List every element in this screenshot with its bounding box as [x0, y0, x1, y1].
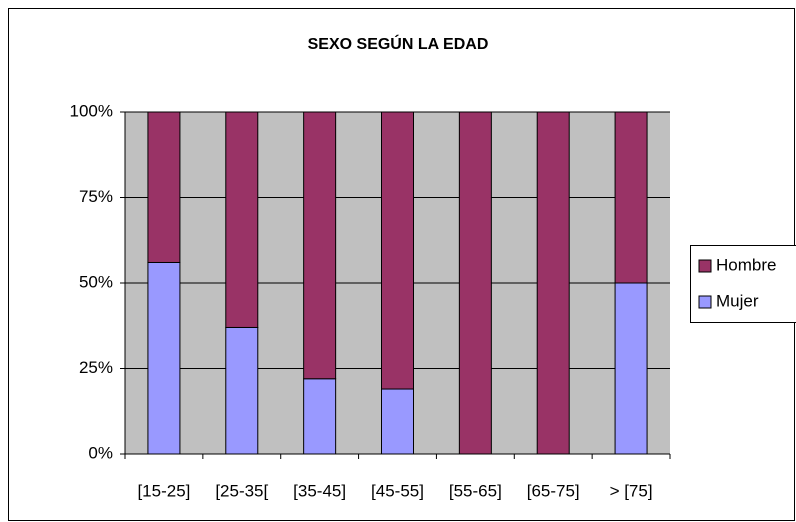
- x-tick-label: > [75]: [610, 481, 653, 500]
- legend-swatch: [698, 295, 712, 309]
- bar-segment: [303, 111, 337, 380]
- y-tick-label: 75%: [79, 187, 113, 206]
- legend-box: [690, 245, 796, 323]
- bar-segment: [225, 326, 259, 455]
- x-tick-label: [45-55]: [371, 481, 424, 500]
- x-tick-label: [25-35[: [215, 481, 268, 500]
- x-tick-label: [35-45]: [293, 481, 346, 500]
- legend-label: Mujer: [716, 291, 759, 310]
- y-tick-label: 25%: [79, 358, 113, 377]
- bar-segment: [303, 378, 337, 455]
- bar-segment: [147, 261, 181, 455]
- legend-swatch: [698, 259, 712, 273]
- x-tick-label: [65-75]: [527, 481, 580, 500]
- y-tick-label: 50%: [79, 272, 113, 291]
- bar-segment: [614, 282, 648, 455]
- y-tick-label: 100%: [70, 101, 113, 120]
- bar-segment: [225, 111, 259, 328]
- y-tick-label: 0%: [88, 443, 113, 462]
- x-tick-label: [55-65]: [449, 481, 502, 500]
- legend-label: Hombre: [716, 255, 776, 274]
- x-tick-label: [15-25]: [137, 481, 190, 500]
- bar-segment: [458, 111, 492, 455]
- bar-segment: [147, 111, 181, 263]
- bar-segment: [381, 388, 414, 455]
- bar-segment: [536, 111, 570, 455]
- bar-segment: [381, 111, 414, 390]
- bar-segment: [614, 111, 648, 284]
- chart-title: SEXO SEGÚN LA EDAD: [308, 34, 489, 53]
